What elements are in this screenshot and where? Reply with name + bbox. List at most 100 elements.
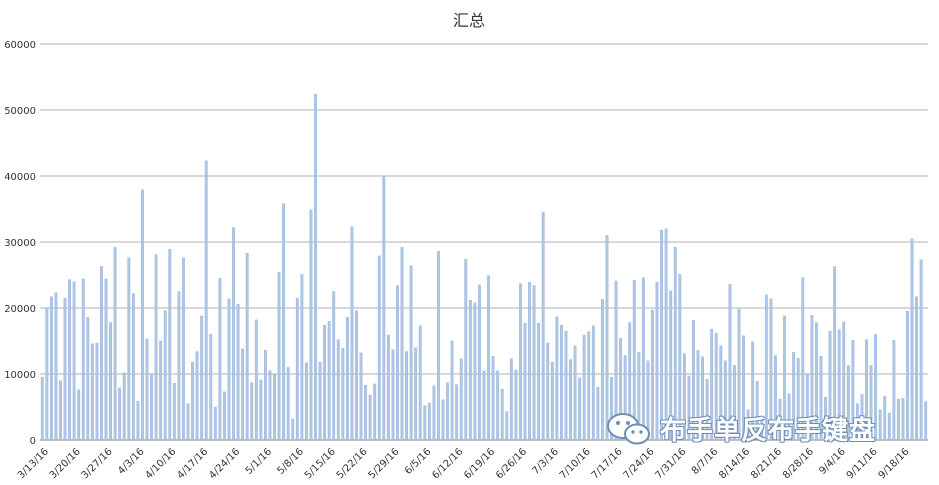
bar xyxy=(223,391,226,441)
bar xyxy=(509,358,513,441)
bar xyxy=(746,409,750,441)
bar xyxy=(541,212,545,441)
bar xyxy=(664,228,668,441)
x-tick-label: 8/21/16 xyxy=(749,446,784,481)
y-tick-label: 50000 xyxy=(4,106,36,117)
bar xyxy=(250,382,254,441)
bar xyxy=(482,370,486,441)
bar xyxy=(792,352,796,441)
bar xyxy=(769,298,773,441)
x-tick-label: 7/10/16 xyxy=(558,446,593,481)
bar xyxy=(874,334,878,441)
bar xyxy=(669,290,673,441)
bar xyxy=(833,266,837,441)
bar xyxy=(869,365,873,441)
bar xyxy=(241,348,245,441)
bar xyxy=(614,280,618,441)
bar xyxy=(878,409,882,441)
bar xyxy=(805,373,809,441)
bar xyxy=(113,247,117,441)
x-tick-label: 7/17/16 xyxy=(590,446,625,481)
bar xyxy=(723,360,727,441)
chart-title: 汇总 xyxy=(453,11,485,30)
x-tick-label: 4/10/16 xyxy=(143,446,178,481)
x-tick-label: 5/1/16 xyxy=(244,446,275,477)
bar xyxy=(405,351,408,441)
bar xyxy=(710,328,714,441)
bar xyxy=(200,315,204,441)
bar xyxy=(259,379,263,441)
bar xyxy=(491,356,495,441)
bar xyxy=(906,311,909,441)
bar xyxy=(587,331,591,441)
bar xyxy=(45,307,49,441)
y-tick-label: 60000 xyxy=(4,40,36,51)
x-tick-label: 7/24/16 xyxy=(622,446,657,481)
bar xyxy=(90,343,94,441)
x-tick-labels: 3/13/163/20/163/27/16 4/3/164/10/164/17/1… xyxy=(16,446,912,481)
bar xyxy=(150,373,153,441)
x-tick-label: 3/20/16 xyxy=(48,446,83,481)
bar xyxy=(783,315,786,441)
bar xyxy=(186,403,190,441)
bar xyxy=(345,317,349,441)
bar xyxy=(386,334,390,441)
bar xyxy=(555,316,559,441)
bar xyxy=(751,341,755,441)
bar xyxy=(537,323,541,441)
bar xyxy=(341,348,345,441)
x-tick-label: 7/31/16 xyxy=(653,446,688,481)
bar xyxy=(304,362,308,441)
bar xyxy=(300,274,304,441)
bar xyxy=(118,387,122,441)
bar xyxy=(505,411,509,441)
bar xyxy=(578,377,582,441)
bar xyxy=(464,259,468,441)
bar xyxy=(104,278,108,441)
bar xyxy=(49,296,53,441)
bar xyxy=(441,399,445,441)
bar xyxy=(377,255,381,441)
bar xyxy=(396,285,399,441)
x-tick-label: 9/18/16 xyxy=(877,446,912,481)
bar xyxy=(309,209,313,441)
bar xyxy=(801,277,805,441)
bar xyxy=(318,361,322,441)
bar xyxy=(796,358,800,441)
bar xyxy=(532,285,536,441)
bar xyxy=(778,398,782,441)
bar xyxy=(815,322,818,441)
bar xyxy=(168,249,172,441)
y-tick-label: 0 xyxy=(30,436,36,447)
bar xyxy=(355,310,358,441)
bar xyxy=(514,369,518,441)
bars xyxy=(40,94,928,441)
bar xyxy=(109,322,112,441)
bar xyxy=(409,265,413,441)
bar xyxy=(54,292,58,441)
x-tick-label: 4/24/16 xyxy=(207,446,242,481)
bar xyxy=(892,340,896,441)
bar xyxy=(774,355,777,441)
bar xyxy=(191,361,194,441)
bar xyxy=(450,340,454,441)
bar xyxy=(195,351,199,441)
bar xyxy=(692,320,695,441)
bar xyxy=(141,189,144,441)
bar xyxy=(742,335,745,441)
bar xyxy=(432,385,436,441)
x-tick-label: 8/14/16 xyxy=(717,446,752,481)
bar xyxy=(314,94,317,441)
x-tick-label: 5/15/16 xyxy=(303,446,338,481)
bar xyxy=(81,278,85,441)
bar xyxy=(851,340,855,441)
x-tick-label: 7/3/16 xyxy=(530,446,561,477)
bar xyxy=(382,175,386,441)
y-tick-label: 30000 xyxy=(4,238,36,249)
bar xyxy=(596,387,600,441)
bar xyxy=(100,266,103,441)
bar xyxy=(473,302,477,441)
x-tick-label: 4/3/16 xyxy=(116,446,147,477)
bar xyxy=(59,380,62,441)
